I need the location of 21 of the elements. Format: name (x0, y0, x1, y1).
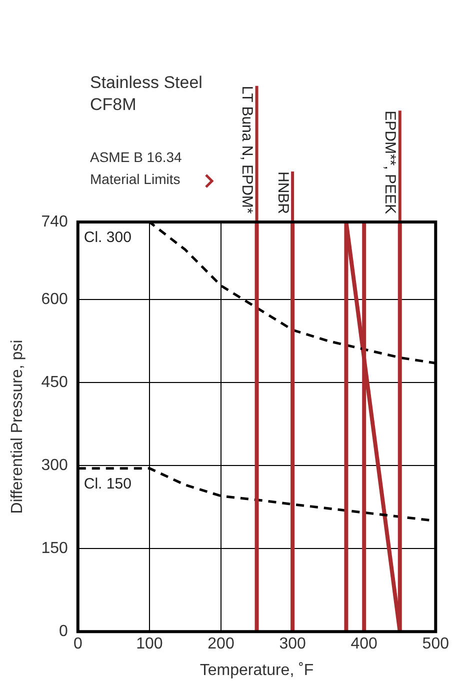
x-axis-title: Temperature, ˚F (200, 662, 314, 679)
y-tick-label: 740 (41, 213, 68, 230)
y-tick-label: 150 (41, 540, 68, 557)
y-tick-label: 300 (41, 456, 68, 474)
ref-line-label: EPDM**, PEEK (382, 110, 399, 214)
y-tick-label: 0 (58, 623, 68, 640)
series-label: Cl. 150 (84, 475, 132, 492)
series-label: Cl. 300 (84, 229, 132, 246)
x-tick-label: 0 (73, 636, 82, 653)
x-tick-label: 100 (136, 636, 163, 653)
x-tick-label: 200 (208, 636, 234, 653)
ref-line-label: LT Buna N, EPDM* (238, 86, 256, 214)
y-tick-label: 600 (41, 290, 68, 308)
x-tick-label: 300 (279, 636, 306, 653)
text: ASME B 16.34 Material Limits (90, 148, 183, 189)
x-tick-label: 400 (350, 636, 378, 653)
y-tick-label: 450 (41, 374, 68, 391)
chart-title: Stainless Steel CF8M (90, 72, 204, 116)
y-axis-title: Differential Pressure, psi (9, 340, 26, 514)
ref-line-label: HNBR (274, 172, 292, 214)
x-tick-label: 500 (422, 636, 450, 653)
